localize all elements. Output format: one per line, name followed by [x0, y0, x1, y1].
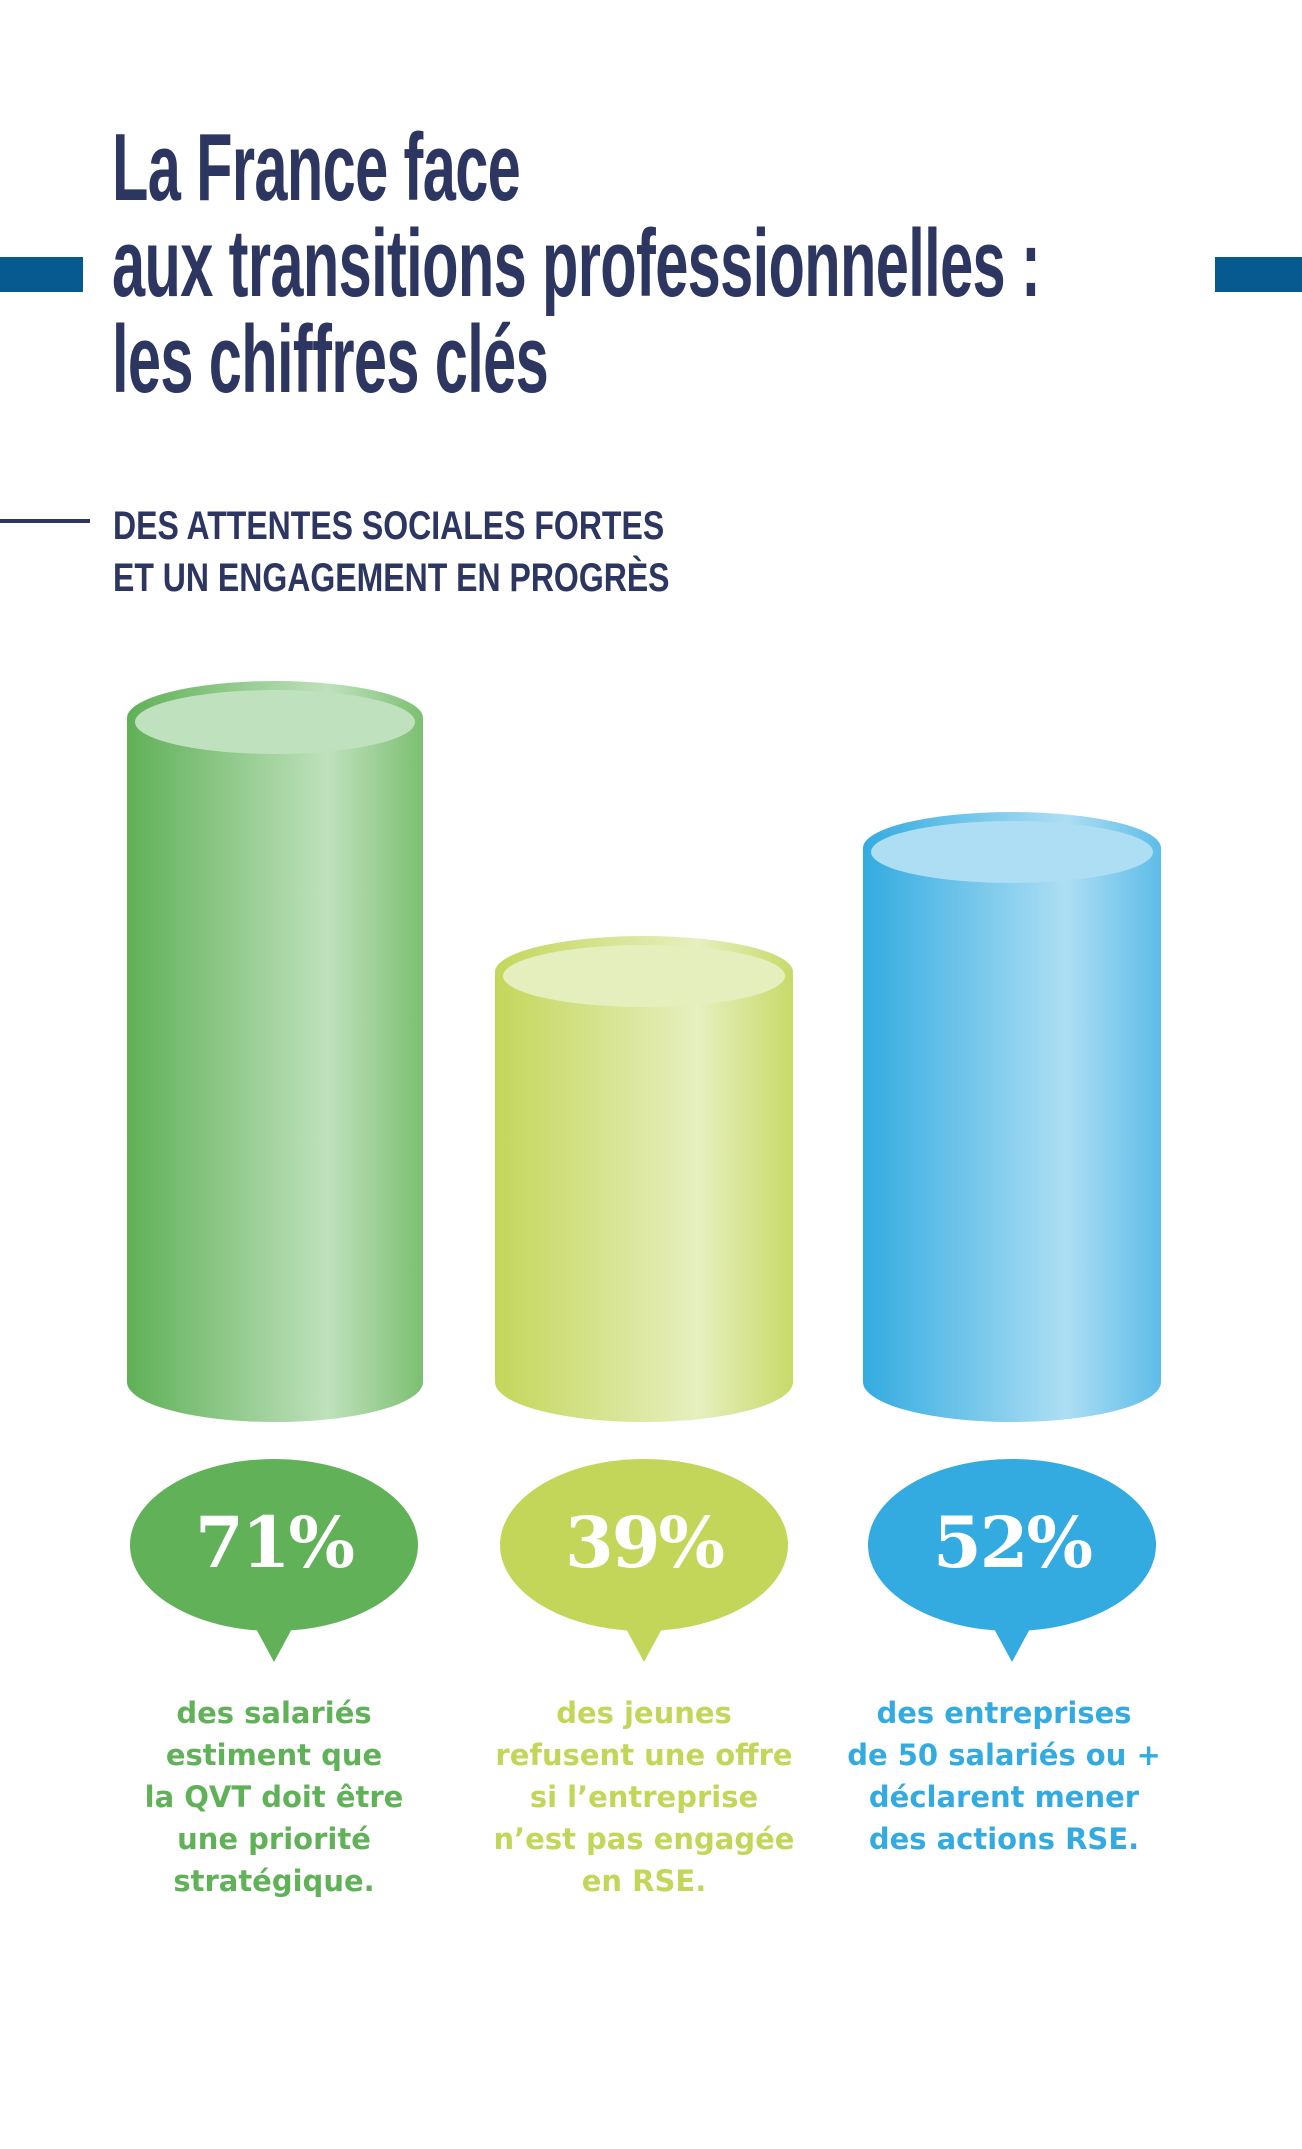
page-title: La France face aux transitions professio… — [112, 120, 1302, 408]
subtitle-rule — [0, 519, 90, 523]
page-title-line-1: La France face — [112, 114, 521, 221]
stat-description-52: des entreprises de 50 salariés ou + décl… — [824, 1692, 1184, 1860]
bar-cylinder-39 — [495, 936, 793, 1422]
bar-cylinder-52 — [863, 812, 1161, 1422]
stat-description-line: des jeunes — [556, 1696, 732, 1730]
section-subtitle-line-1: DES ATTENTES SOCIALES FORTES — [113, 504, 665, 548]
stat-value-39: 39% — [565, 1501, 725, 1584]
stat-description-line: estiment que — [165, 1738, 383, 1772]
stat-description-line: stratégique. — [173, 1864, 375, 1898]
stat-value-71: 71% — [195, 1501, 355, 1584]
stat-description-39: des jeunes refusent une offre si l’entre… — [464, 1692, 824, 1902]
stat-description-line: refusent une offre — [495, 1738, 793, 1772]
stat-description-line: de 50 salariés ou + — [847, 1738, 1161, 1772]
stat-description-line: une priorité — [177, 1822, 371, 1856]
stat-description-line: déclarent mener — [868, 1780, 1140, 1814]
bar-cylinder-71 — [127, 681, 423, 1422]
stat-description-line: si l’entreprise — [529, 1780, 759, 1814]
stat-description-line: des salariés — [176, 1696, 372, 1730]
stat-description-line: en RSE. — [581, 1864, 707, 1898]
stat-value-52: 52% — [933, 1501, 1093, 1584]
stat-description-line: la QVT doit être — [144, 1780, 404, 1814]
section-subtitle-line-2: ET UN ENGAGEMENT EN PROGRÈS — [113, 556, 670, 600]
stat-description-71: des salariés estiment que la QVT doit êt… — [94, 1692, 454, 1902]
stat-description-line: des actions RSE. — [868, 1822, 1140, 1856]
section-subtitle: DES ATTENTES SOCIALES FORTES ET UN ENGAG… — [113, 500, 809, 604]
title-accent-bar-right — [1215, 257, 1302, 292]
stat-description-line: n’est pas engagée — [493, 1822, 795, 1856]
page-title-line-3: les chiffres clés — [112, 306, 549, 413]
stat-description-line: des entreprises — [876, 1696, 1132, 1730]
page-title-line-2: aux transitions professionnelles : — [112, 210, 1041, 317]
title-accent-bar-left — [0, 257, 83, 292]
